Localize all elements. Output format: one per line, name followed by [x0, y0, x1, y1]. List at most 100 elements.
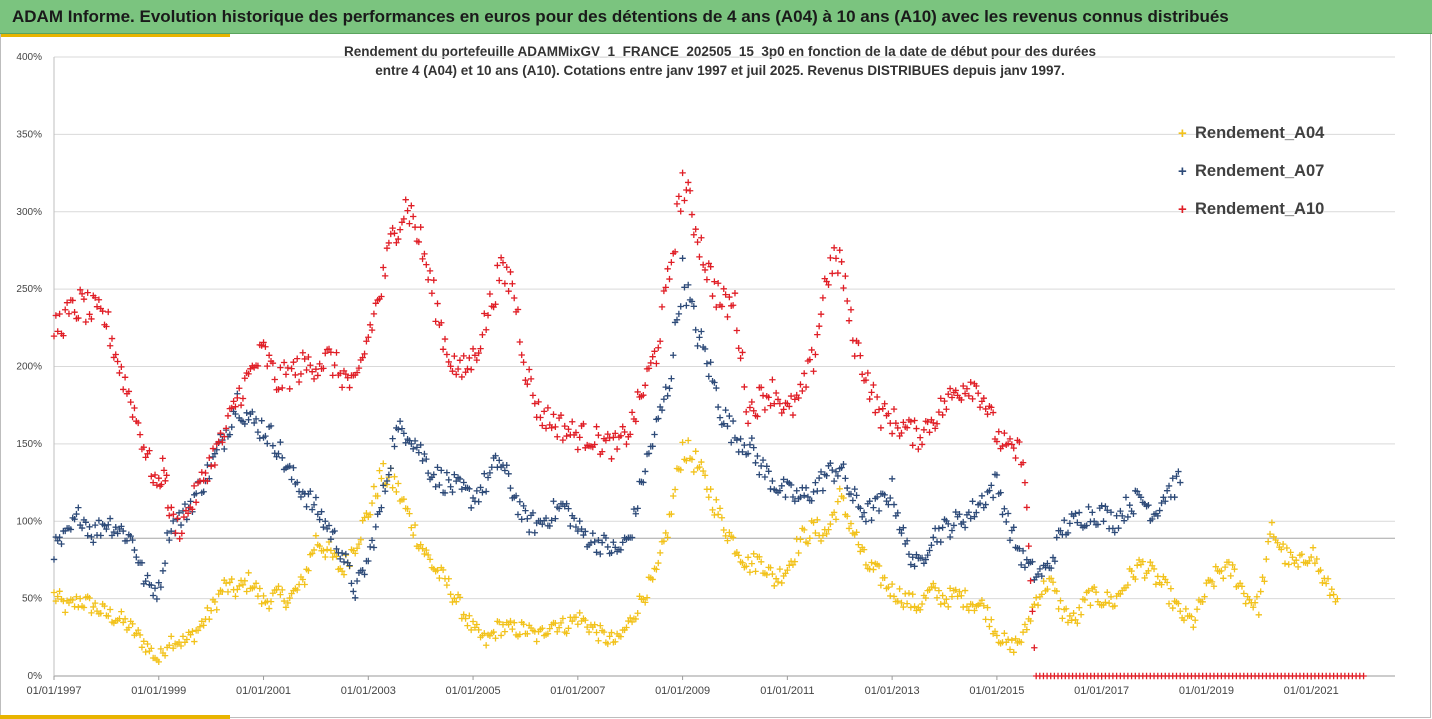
- marker-a07: [406, 437, 413, 444]
- marker-a07: [391, 443, 398, 450]
- marker-a10: [842, 272, 849, 280]
- marker-a10: [694, 238, 701, 246]
- marker-a04: [718, 514, 726, 521]
- marker-a07: [84, 532, 91, 539]
- marker-a10: [864, 369, 872, 377]
- marker-a04: [116, 615, 123, 622]
- marker-a04: [593, 629, 600, 636]
- marker-a10: [458, 373, 466, 381]
- marker-a04: [198, 618, 205, 625]
- marker-a07: [159, 567, 167, 574]
- marker-a07: [961, 524, 969, 531]
- marker-a10: [116, 369, 123, 377]
- marker-a10: [1025, 542, 1032, 550]
- marker-a04: [426, 556, 434, 563]
- marker-a10: [610, 434, 617, 441]
- marker-a04: [679, 439, 686, 446]
- chart-title-line-1: Rendement du portefeuille ADAMMixGV_1_FR…: [344, 44, 1096, 59]
- marker-a10: [471, 352, 479, 359]
- marker-a07: [685, 281, 692, 289]
- marker-a10: [520, 359, 527, 366]
- marker-a10: [744, 420, 752, 427]
- marker-a10: [232, 403, 239, 410]
- marker-a07: [155, 579, 162, 586]
- marker-a10: [445, 358, 452, 366]
- marker-a04: [763, 571, 770, 579]
- marker-a04: [260, 592, 267, 600]
- marker-a04: [709, 506, 716, 514]
- marker-a10: [409, 213, 417, 220]
- marker-a10: [969, 395, 976, 403]
- marker-a04: [312, 532, 320, 539]
- marker-a04: [1008, 637, 1016, 644]
- legend-label-a10: Rendement_A10: [1195, 200, 1325, 218]
- marker-a04: [746, 569, 754, 576]
- marker-a10: [664, 265, 671, 273]
- marker-a10: [888, 430, 896, 437]
- marker-a10: [673, 200, 681, 208]
- marker-a04: [612, 638, 619, 645]
- marker-a04: [1289, 554, 1296, 561]
- marker-a07: [946, 533, 954, 541]
- marker-a07: [1053, 534, 1060, 541]
- marker-a04: [632, 615, 640, 623]
- marker-a04: [1255, 611, 1262, 619]
- marker-a07: [529, 509, 537, 517]
- marker-a07: [353, 577, 361, 585]
- marker-a07: [488, 464, 495, 471]
- marker-a07: [1148, 515, 1156, 523]
- marker-a10: [333, 349, 340, 356]
- marker-a07: [619, 539, 626, 546]
- marker-a04: [1055, 605, 1062, 613]
- marker-a07: [370, 544, 378, 551]
- marker-a04: [1259, 574, 1266, 581]
- marker-a07: [1122, 494, 1130, 501]
- marker-a07: [512, 492, 520, 499]
- marker-a10: [537, 414, 544, 421]
- marker-a10: [322, 350, 329, 357]
- marker-a10: [743, 408, 750, 416]
- marker-a04: [819, 532, 827, 539]
- marker-a07: [791, 497, 799, 505]
- marker-a04: [1090, 583, 1098, 591]
- marker-a10: [284, 364, 292, 372]
- marker-a04: [628, 618, 636, 626]
- marker-a10: [228, 404, 235, 412]
- marker-a07: [1113, 512, 1120, 519]
- marker-a10: [381, 272, 389, 280]
- marker-a04: [986, 623, 993, 630]
- marker-a04: [623, 624, 630, 631]
- marker-a04: [1293, 556, 1300, 564]
- marker-a10: [522, 376, 529, 384]
- marker-a04: [582, 617, 589, 624]
- marker-a07: [660, 396, 668, 403]
- marker-a07: [769, 477, 776, 485]
- marker-a04: [475, 626, 482, 634]
- marker-a10: [434, 300, 441, 307]
- marker-a07: [482, 488, 490, 495]
- marker-a07: [1160, 494, 1167, 501]
- x-tick-label: 01/01/2017: [1074, 685, 1129, 697]
- marker-a04: [179, 633, 187, 640]
- marker-a10: [188, 506, 196, 513]
- marker-a10: [761, 406, 769, 414]
- marker-a04: [699, 467, 707, 475]
- marker-a04: [142, 648, 149, 656]
- marker-a10: [726, 293, 733, 301]
- marker-a10: [393, 239, 400, 246]
- marker-a10: [230, 398, 237, 405]
- marker-a04: [280, 597, 288, 605]
- marker-a04: [1169, 604, 1176, 612]
- marker-a04: [1145, 567, 1152, 575]
- marker-a04: [748, 560, 756, 567]
- marker-a07: [651, 431, 658, 438]
- marker-a07: [314, 511, 321, 518]
- marker-a07: [415, 449, 423, 456]
- marker-a07: [112, 523, 119, 531]
- marker-a07: [254, 428, 262, 436]
- marker-a07: [875, 507, 883, 515]
- marker-a10: [365, 334, 372, 341]
- marker-a04: [273, 586, 280, 593]
- marker-a10: [707, 263, 714, 270]
- marker-a10: [685, 179, 692, 186]
